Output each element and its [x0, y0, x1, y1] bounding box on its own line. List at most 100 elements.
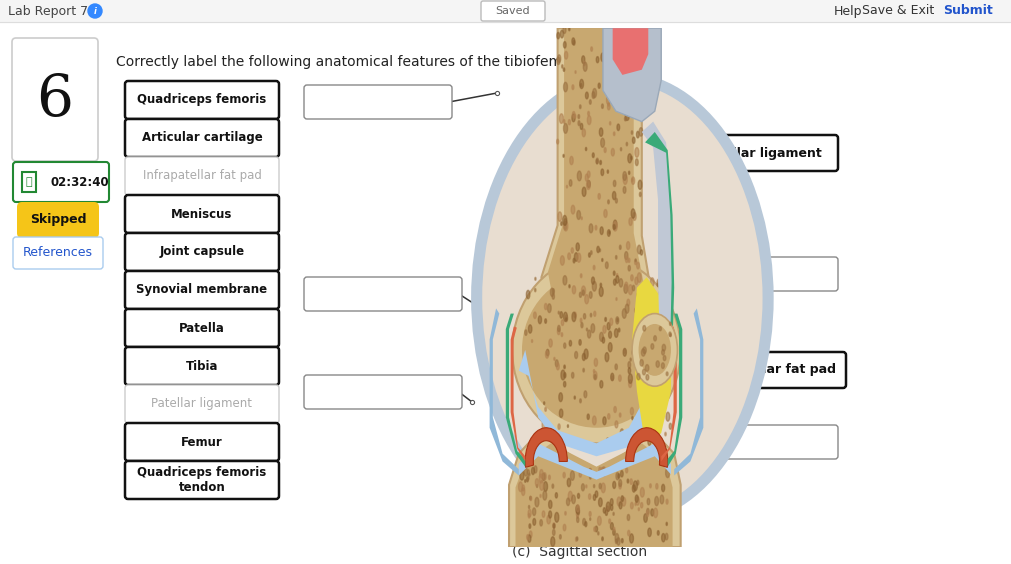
Ellipse shape — [563, 381, 565, 387]
Ellipse shape — [639, 359, 643, 366]
Ellipse shape — [627, 530, 629, 536]
Ellipse shape — [575, 537, 576, 541]
Ellipse shape — [616, 89, 619, 96]
Ellipse shape — [584, 294, 588, 304]
Ellipse shape — [664, 303, 667, 312]
Ellipse shape — [665, 372, 667, 376]
Ellipse shape — [560, 255, 564, 265]
Ellipse shape — [580, 323, 582, 328]
Ellipse shape — [637, 291, 640, 299]
Circle shape — [88, 4, 102, 18]
Ellipse shape — [588, 292, 591, 298]
Ellipse shape — [623, 284, 627, 293]
Ellipse shape — [535, 497, 539, 507]
Ellipse shape — [576, 515, 577, 518]
Text: Meniscus: Meniscus — [171, 208, 233, 221]
Ellipse shape — [655, 415, 659, 425]
Ellipse shape — [605, 352, 609, 362]
Ellipse shape — [604, 148, 606, 152]
FancyBboxPatch shape — [125, 309, 279, 347]
Ellipse shape — [613, 512, 614, 515]
Ellipse shape — [521, 488, 525, 496]
Ellipse shape — [628, 218, 632, 226]
FancyBboxPatch shape — [480, 1, 545, 21]
Ellipse shape — [568, 28, 569, 31]
Ellipse shape — [645, 374, 648, 380]
Ellipse shape — [579, 105, 580, 109]
FancyBboxPatch shape — [125, 461, 279, 499]
FancyBboxPatch shape — [125, 195, 279, 233]
Ellipse shape — [636, 481, 638, 485]
Ellipse shape — [589, 314, 591, 317]
Ellipse shape — [664, 432, 665, 436]
Ellipse shape — [552, 289, 554, 294]
Ellipse shape — [585, 485, 586, 488]
Ellipse shape — [661, 344, 665, 351]
Ellipse shape — [613, 527, 615, 531]
Ellipse shape — [668, 332, 670, 336]
Ellipse shape — [603, 325, 606, 333]
Ellipse shape — [563, 82, 567, 92]
Ellipse shape — [560, 333, 562, 337]
Ellipse shape — [649, 428, 652, 434]
Ellipse shape — [620, 31, 622, 34]
Ellipse shape — [662, 402, 663, 406]
Ellipse shape — [617, 497, 620, 506]
Ellipse shape — [576, 253, 580, 262]
Ellipse shape — [581, 290, 583, 295]
Ellipse shape — [557, 212, 561, 222]
Ellipse shape — [567, 425, 568, 428]
Ellipse shape — [528, 535, 531, 543]
Ellipse shape — [653, 336, 656, 341]
Polygon shape — [506, 314, 525, 466]
Ellipse shape — [632, 137, 635, 143]
Ellipse shape — [649, 484, 651, 488]
Ellipse shape — [610, 505, 613, 510]
Text: Saved: Saved — [495, 6, 530, 16]
Ellipse shape — [619, 483, 621, 489]
Ellipse shape — [634, 503, 636, 505]
Ellipse shape — [512, 257, 680, 443]
Ellipse shape — [589, 518, 590, 521]
FancyBboxPatch shape — [13, 237, 103, 269]
Ellipse shape — [605, 262, 608, 268]
Ellipse shape — [553, 358, 554, 360]
Ellipse shape — [594, 491, 598, 497]
FancyBboxPatch shape — [125, 385, 279, 423]
Ellipse shape — [580, 217, 581, 219]
Ellipse shape — [590, 324, 594, 333]
Text: Articular cartilage: Articular cartilage — [142, 131, 262, 144]
Ellipse shape — [561, 320, 563, 325]
Ellipse shape — [525, 330, 527, 336]
Ellipse shape — [571, 312, 575, 321]
Text: Infrapatellar fat pad: Infrapatellar fat pad — [143, 170, 261, 183]
Text: i: i — [93, 7, 96, 15]
Ellipse shape — [616, 318, 618, 322]
Ellipse shape — [611, 96, 614, 104]
Ellipse shape — [534, 466, 537, 473]
Ellipse shape — [656, 279, 659, 287]
FancyBboxPatch shape — [692, 425, 837, 459]
Ellipse shape — [585, 328, 587, 331]
Text: ⌛: ⌛ — [25, 177, 32, 187]
Ellipse shape — [576, 210, 580, 219]
Ellipse shape — [577, 114, 579, 118]
Ellipse shape — [625, 109, 627, 113]
Text: Lab Report 7: Lab Report 7 — [8, 5, 88, 17]
Ellipse shape — [628, 374, 632, 384]
Text: (c)  Sagittal section: (c) Sagittal section — [512, 545, 647, 559]
Ellipse shape — [571, 114, 574, 122]
Ellipse shape — [552, 294, 554, 299]
FancyBboxPatch shape — [683, 352, 845, 388]
Ellipse shape — [650, 278, 653, 287]
Ellipse shape — [605, 318, 606, 321]
Ellipse shape — [540, 495, 541, 497]
Ellipse shape — [616, 298, 617, 301]
Ellipse shape — [598, 83, 600, 89]
Ellipse shape — [548, 339, 552, 347]
Ellipse shape — [544, 319, 546, 323]
Ellipse shape — [601, 169, 604, 175]
Ellipse shape — [563, 42, 565, 48]
Polygon shape — [519, 350, 667, 456]
Ellipse shape — [531, 468, 534, 475]
